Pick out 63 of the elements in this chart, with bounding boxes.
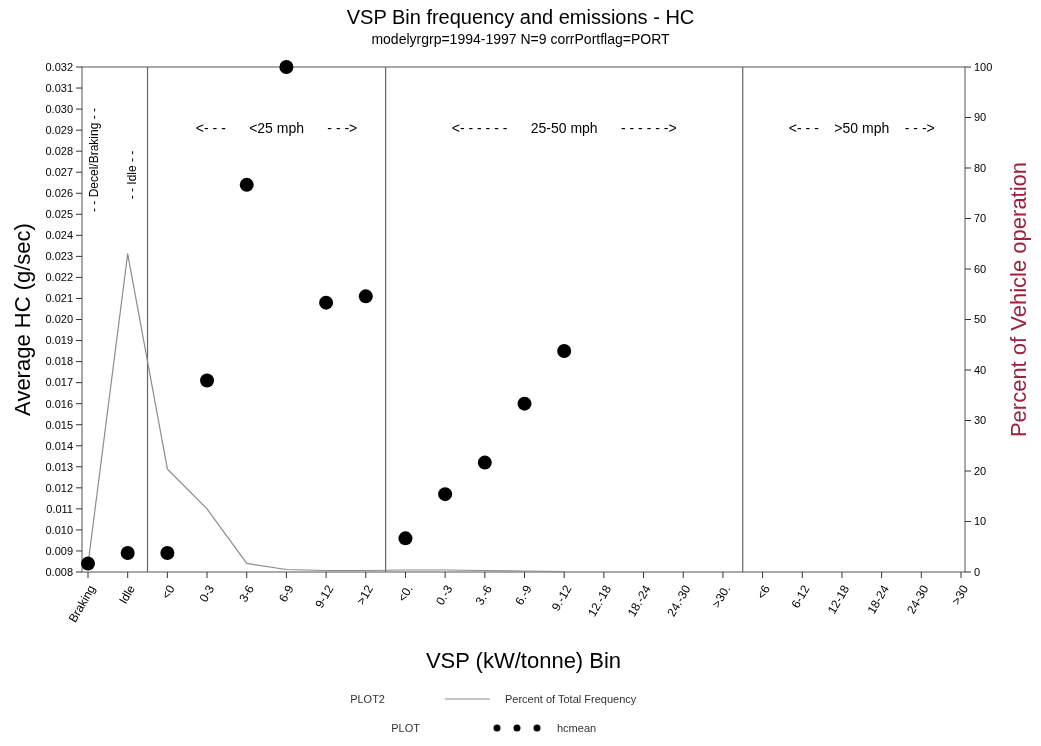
y-tick-label: 0.016 (45, 397, 73, 410)
y-tick-label: 0.010 (45, 523, 73, 536)
x-tick-label: <0. (395, 582, 416, 605)
x-tick-label: 6-9 (275, 582, 297, 605)
legend-label: hcmean (557, 722, 597, 734)
y-tick-label: 0.022 (45, 271, 73, 284)
x-tick-label: 0.-3 (432, 582, 456, 608)
text: PLOT2 (350, 693, 385, 705)
annotation: - - Idle - - (124, 150, 139, 200)
y-tick-label: 0.017 (45, 376, 73, 389)
y2-tick-label: 60 (974, 262, 987, 275)
y2-tick-label: 80 (974, 161, 987, 174)
annotation: - - Decel/Braking - - (87, 107, 102, 213)
x-tick-label: >12 (353, 582, 377, 608)
y-tick-label: 0.032 (45, 60, 73, 73)
y-tick-label: 0.024 (45, 229, 73, 242)
y-tick-label: 0.031 (45, 81, 73, 94)
y2-tick-label: 30 (974, 414, 987, 427)
annotation: <- - - >50 mph - - -> (788, 119, 935, 136)
x-tick-label: 3-6 (236, 582, 258, 605)
x-tick-label: >30 (948, 582, 972, 608)
x-axis-title: VSP (kW/tonne) Bin (425, 648, 622, 673)
y-tick-label: 0.009 (45, 544, 73, 557)
y-tick-label: 0.020 (45, 313, 73, 326)
y-tick-label: 0.015 (45, 418, 73, 431)
x-tick-label: 0-3 (196, 582, 218, 605)
y-tick-label: 0.014 (45, 439, 73, 452)
x-tick-label: <0 (158, 582, 178, 602)
x-tick-label: >30. (709, 582, 734, 611)
y-tick-label: 0.019 (45, 334, 73, 347)
y2-tick-label: 90 (974, 111, 987, 124)
y-tick-label: 0.013 (45, 460, 73, 473)
y-tick-label: 0.023 (45, 250, 73, 263)
y-tick-label: 0.027 (45, 166, 73, 179)
annotation: <- - - <25 mph - - -> (195, 119, 358, 136)
y-tick-label: 0.011 (46, 502, 73, 515)
annotation: <- - - - - - 25-50 mph - - - - - -> (451, 119, 677, 136)
x-tick-label: Idle (116, 582, 139, 607)
y2-tick-label: 100 (974, 60, 993, 73)
y-tick-label: 0.021 (45, 292, 73, 305)
y-tick-label: 0.008 (45, 565, 73, 578)
x-tick-label: <6 (753, 582, 773, 602)
y-tick-label: 0.030 (45, 102, 73, 115)
y2-tick-label: 70 (974, 212, 987, 225)
y-tick-label: 0.025 (45, 208, 73, 221)
y-axis-title: Average HC (g/sec) (10, 223, 35, 416)
y-tick-label: 0.028 (45, 145, 73, 158)
y2-axis-title: Percent of Vehicle operation (1006, 161, 1031, 438)
x-tick-label: 6.-9 (512, 582, 535, 608)
y-tick-label: 0.026 (45, 187, 73, 200)
legend-label: Percent of Total Frequency (505, 693, 637, 705)
text: PLOT (391, 722, 421, 734)
y2-tick-label: 0 (974, 565, 981, 578)
y2-tick-label: 20 (974, 464, 987, 477)
y-tick-label: 0.012 (45, 481, 73, 494)
y2-tick-label: 40 (974, 363, 987, 376)
chart-subtitle: modelyrgrp=1994-1997 N=9 corrPortflag=PORT (371, 31, 671, 47)
x-tick-label: 3.-6 (472, 582, 496, 608)
y-tick-label: 0.029 (45, 123, 73, 136)
y2-tick-label: 10 (974, 515, 987, 528)
y-tick-label: 0.018 (45, 355, 73, 368)
chart-title: VSP Bin frequency and emissions - HC (346, 6, 695, 28)
y2-tick-label: 50 (974, 313, 987, 326)
